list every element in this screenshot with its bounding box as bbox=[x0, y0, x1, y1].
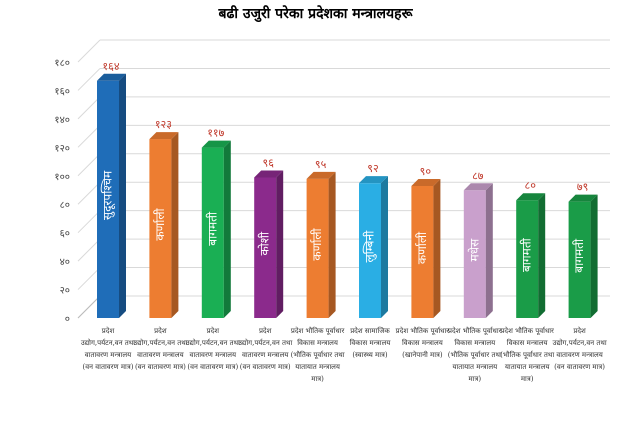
y-tick-label: ८० bbox=[60, 200, 70, 211]
bar-top bbox=[97, 73, 126, 81]
bar bbox=[97, 80, 119, 318]
bar-top bbox=[568, 194, 598, 202]
bar bbox=[306, 178, 329, 318]
data-label: १२३ bbox=[155, 118, 172, 131]
bar bbox=[254, 177, 277, 318]
province-label: कर्णाली bbox=[310, 227, 324, 260]
y-tick-label: १८० bbox=[54, 58, 70, 69]
province-label: कोशी bbox=[258, 231, 272, 255]
bar-side bbox=[171, 132, 179, 318]
x-tick-label: प्रदेश उद्योग,पर्यटन,वन तथा वातावरण मन्त… bbox=[238, 327, 293, 371]
bar-group: ८० बागमती bbox=[516, 179, 546, 318]
province-label: बागमती bbox=[572, 238, 586, 273]
data-label: ७९ bbox=[577, 181, 588, 194]
y-tick-label: ४० bbox=[60, 257, 70, 268]
data-label: ९२ bbox=[367, 162, 378, 175]
gridline-depth bbox=[77, 238, 101, 262]
bar-top bbox=[254, 170, 284, 178]
data-label: १६४ bbox=[102, 60, 119, 73]
bar-group: ७९ बागमती bbox=[568, 181, 598, 318]
gridline-depth bbox=[77, 39, 101, 63]
x-tick-label: प्रदेश उद्योग,पर्यटन,वन तथा वातावरण मन्त… bbox=[552, 327, 607, 371]
bar bbox=[359, 183, 381, 318]
bar bbox=[568, 201, 591, 318]
province-label: कर्णाली bbox=[153, 208, 167, 241]
bar-side bbox=[590, 194, 598, 318]
x-tick-label: प्रदेश भौतिक पूर्वाधार विकास मन्त्रालय (… bbox=[500, 327, 555, 383]
gridline-depth bbox=[77, 153, 101, 177]
bar-side bbox=[381, 176, 388, 318]
x-tick-label: प्रदेश भौतिक पूर्वाधार विकास मन्त्रालय (… bbox=[447, 327, 502, 383]
gridline-depth bbox=[77, 124, 101, 148]
y-tick-label: १४० bbox=[54, 115, 70, 126]
data-label: ९६ bbox=[262, 156, 274, 169]
bar bbox=[516, 200, 539, 318]
bar-group: ९६ कोशी bbox=[254, 156, 284, 318]
y-tick-label: १६० bbox=[54, 86, 70, 97]
x-tick-label: प्रदेश भौतिक पूर्वाधार विकास मन्त्रालय (… bbox=[395, 327, 450, 359]
province-label: कर्णाली bbox=[415, 231, 429, 264]
bar-group: ९५ कर्णाली bbox=[306, 158, 336, 318]
y-tick-label: ६० bbox=[60, 229, 70, 240]
data-label: ११७ bbox=[207, 127, 224, 140]
bar bbox=[201, 147, 224, 318]
axis-floor bbox=[77, 295, 101, 319]
y-tick-label: १०० bbox=[54, 172, 70, 183]
bar-top bbox=[201, 140, 231, 148]
y-tick-label: २० bbox=[60, 286, 70, 297]
gridline-depth bbox=[77, 181, 101, 205]
data-label: ८० bbox=[524, 179, 536, 192]
gridline-depth bbox=[77, 267, 101, 290]
province-label: बागमती bbox=[205, 211, 219, 246]
bar-top bbox=[516, 193, 546, 201]
bar-top bbox=[149, 132, 179, 140]
bar-side bbox=[276, 170, 284, 318]
x-tick-label: प्रदेश उद्योग,पर्यटन,वन तथा वातावरण मन्त… bbox=[185, 327, 240, 371]
x-tick-label: प्रदेश उद्योग,पर्यटन,वन तथा वातावरण मन्त… bbox=[80, 327, 136, 371]
bar-side bbox=[119, 73, 126, 318]
bar-group: ११७ बागमती bbox=[201, 127, 231, 318]
province-label: बागमती bbox=[520, 237, 534, 272]
bar-side bbox=[328, 171, 336, 318]
data-label: ८७ bbox=[472, 169, 484, 182]
y-tick-label: १२० bbox=[54, 143, 70, 154]
data-label: ९५ bbox=[315, 158, 327, 171]
gridline-depth bbox=[77, 68, 101, 91]
y-tick-label: ० bbox=[65, 314, 70, 325]
bar bbox=[463, 190, 486, 318]
bar-side bbox=[485, 183, 493, 318]
chart-title: बढी उजुरी परेका प्रदेशका मन्त्रालयहरू bbox=[218, 6, 413, 22]
bar bbox=[411, 186, 434, 318]
bar-group: १२३ कर्णाली bbox=[149, 118, 179, 318]
province-label: लुम्बिनी bbox=[363, 230, 378, 263]
bar-group: ९० कर्णाली bbox=[411, 165, 441, 318]
province-label: सुदूरपश्चिम bbox=[101, 170, 116, 220]
bar-side bbox=[538, 193, 546, 318]
bar-side bbox=[433, 179, 441, 318]
bar-top bbox=[411, 179, 441, 186]
bar-side bbox=[223, 140, 231, 318]
bar-top bbox=[306, 171, 336, 179]
bar-group: ८७ मधेस bbox=[463, 169, 493, 318]
bar-top bbox=[359, 176, 388, 184]
bar-group: १६४ सुदूरपश्चिम bbox=[97, 60, 126, 318]
x-tick-label: प्रदेश भौतिक पूर्वाधार विकास मन्त्रालय (… bbox=[290, 327, 345, 383]
x-tick-label: प्रदेश उद्योग,पर्यटन,वन तथा वातावरण मन्त… bbox=[133, 327, 188, 371]
bar-group: ९२ लुम्बिनी bbox=[359, 162, 388, 318]
province-label: मधेस bbox=[467, 238, 481, 262]
data-label: ९० bbox=[420, 165, 432, 178]
bar bbox=[149, 139, 172, 318]
gridline-depth bbox=[77, 96, 101, 120]
gridline-depth bbox=[77, 210, 101, 234]
bar-top bbox=[463, 183, 493, 191]
x-tick-label: प्रदेश सामाजिक विकास मन्त्रालय (स्वास्थ्… bbox=[349, 327, 391, 359]
